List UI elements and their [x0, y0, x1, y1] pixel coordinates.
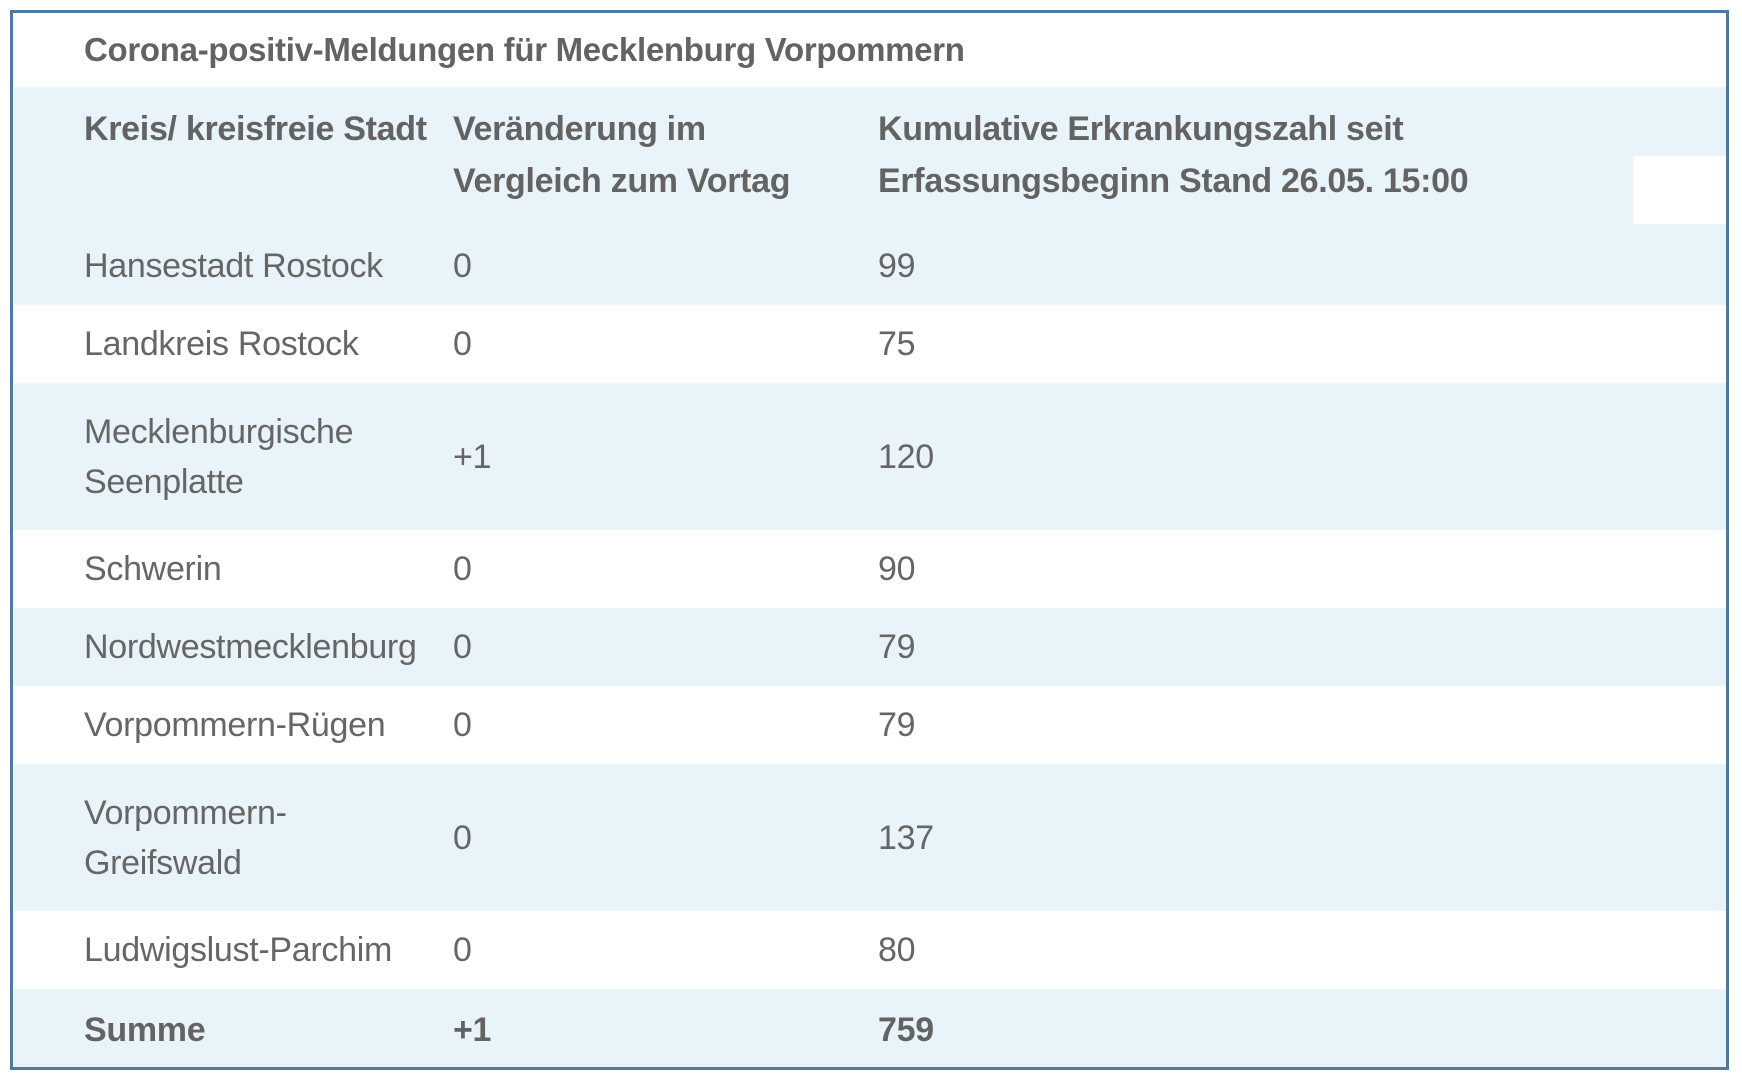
- kreis-cell: Vorpommern- Greifswald: [84, 793, 287, 882]
- change-cell: 0: [453, 325, 472, 363]
- table-row: Mecklenburgische Seenplatte +1 120: [13, 383, 1726, 530]
- cumulative-cell: 80: [878, 931, 916, 969]
- corona-data-table: Kreis/ kreisfreie Stadt Veränderung im V…: [13, 87, 1726, 1067]
- header-empty-cell: [1633, 156, 1726, 224]
- change-cell: 0: [453, 818, 472, 857]
- change-cell: 0: [453, 247, 472, 285]
- cumulative-cell: 79: [878, 706, 916, 744]
- kreis-cell: Vorpommern-Rügen: [84, 706, 386, 744]
- cumulative-cell: 137: [878, 818, 934, 857]
- col-header-veraenderung: Veränderung im Vergleich zum Vortag: [453, 110, 791, 200]
- table-row: Vorpommern- Greifswald 0 137: [13, 764, 1726, 911]
- kreis-cell: Schwerin: [84, 550, 222, 588]
- change-cell: 0: [453, 706, 472, 744]
- kreis-cell: Hansestadt Rostock: [84, 247, 383, 285]
- change-cell: 0: [453, 628, 472, 666]
- col-header-kreis: Kreis/ kreisfreie Stadt: [84, 110, 427, 148]
- table-row: Schwerin 0 90: [13, 530, 1726, 608]
- cumulative-cell: 90: [878, 550, 916, 588]
- corona-table: Corona-positiv-Meldungen für Mecklenburg…: [10, 10, 1729, 1070]
- col-header-kumulativ: Kumulative Erkrankungszahl seit Erfassun…: [878, 110, 1469, 200]
- change-cell: +1: [453, 1010, 492, 1049]
- change-cell: +1: [453, 437, 492, 476]
- table-row: Landkreis Rostock 0 75: [13, 305, 1726, 383]
- cumulative-cell: 79: [878, 628, 916, 666]
- kreis-cell: Summe: [84, 1010, 206, 1049]
- kreis-cell: Nordwestmecklenburg: [84, 628, 417, 666]
- kreis-cell: Ludwigslust-Parchim: [84, 931, 392, 969]
- change-cell: 0: [453, 931, 472, 969]
- cumulative-cell: 99: [878, 247, 916, 285]
- cumulative-cell: 75: [878, 325, 916, 363]
- table-row: Ludwigslust-Parchim 0 80: [13, 911, 1726, 989]
- table-row: Hansestadt Rostock 0 99: [13, 227, 1726, 305]
- table-row: Nordwestmecklenburg 0 79: [13, 608, 1726, 686]
- cumulative-cell: 759: [878, 1010, 934, 1049]
- kreis-cell: Mecklenburgische Seenplatte: [84, 412, 354, 501]
- kreis-cell: Landkreis Rostock: [84, 325, 359, 363]
- summe-row: Summe +1 759: [13, 989, 1726, 1067]
- cumulative-cell: 120: [878, 437, 934, 476]
- table-title: Corona-positiv-Meldungen für Mecklenburg…: [13, 13, 1726, 87]
- table-row: Vorpommern-Rügen 0 79: [13, 686, 1726, 764]
- header-row: Kreis/ kreisfreie Stadt Veränderung im V…: [13, 87, 1726, 227]
- change-cell: 0: [453, 550, 472, 588]
